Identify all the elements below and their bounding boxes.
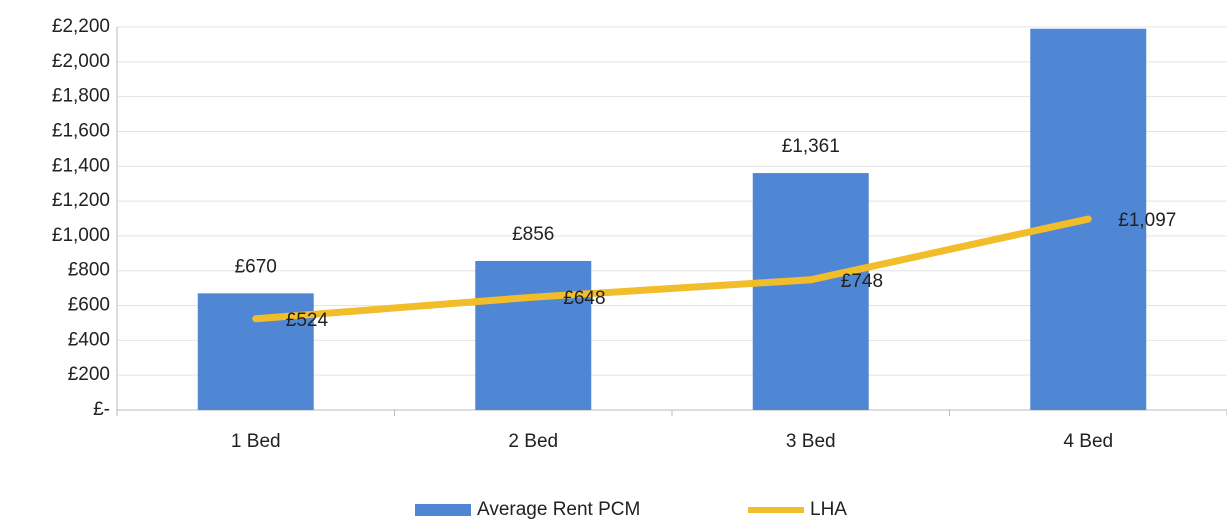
data-label: £648 — [563, 288, 605, 309]
data-label: £856 — [512, 224, 554, 245]
y-tick-label: £200 — [68, 364, 110, 385]
x-tick-label: 2 Bed — [508, 431, 558, 452]
y-tick-label: £1,200 — [52, 190, 110, 211]
data-label: £1,097 — [1118, 210, 1176, 231]
bar — [752, 173, 869, 410]
data-label: £748 — [841, 271, 883, 292]
y-tick-label: £1,400 — [52, 155, 110, 176]
y-tick-label: £1,800 — [52, 86, 110, 107]
y-tick-label: £400 — [68, 329, 110, 350]
x-tick-label: 1 Bed — [231, 431, 281, 452]
x-tick-label: 3 Bed — [786, 431, 836, 452]
legend-swatch — [415, 504, 471, 516]
data-label: £670 — [235, 256, 277, 277]
y-tick-label: £600 — [68, 295, 110, 316]
legend-label: Average Rent PCM — [477, 499, 640, 520]
data-label: £1,361 — [782, 136, 840, 157]
y-tick-label: £800 — [68, 260, 110, 281]
line — [252, 215, 1092, 323]
legend-label: LHA — [810, 499, 847, 520]
y-tick-label: £1,600 — [52, 120, 110, 141]
bar — [475, 260, 592, 410]
y-tick-label: £2,200 — [52, 16, 110, 37]
y-tick-label: £- — [93, 399, 110, 420]
x-tick-label: 4 Bed — [1063, 431, 1113, 452]
data-label: £524 — [286, 310, 329, 331]
y-tick-label: £2,000 — [52, 51, 110, 72]
y-tick-label: £1,000 — [52, 225, 110, 246]
